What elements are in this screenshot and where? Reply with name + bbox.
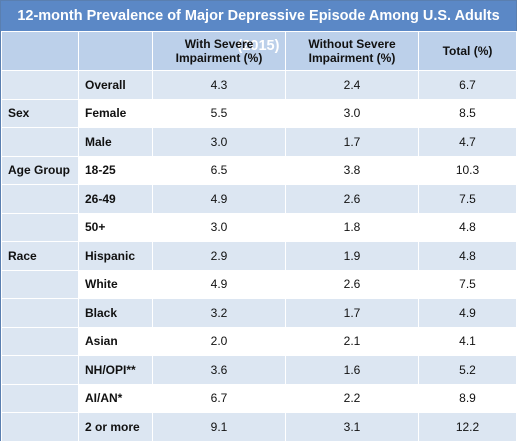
group-cell (1, 70, 79, 100)
value-cell: 3.2 (152, 298, 286, 328)
value-cell: 10.3 (418, 155, 517, 185)
value-cell: 5.2 (418, 355, 517, 385)
row-label: 50+ (78, 212, 153, 242)
table: With Severe Impairment (%) Without Severe… (1, 31, 517, 442)
value-cell: 7.5 (418, 184, 517, 214)
value-cell: 2.6 (285, 269, 419, 299)
column-header: Total (%) (418, 31, 517, 71)
row: 26-49 4.9 2.6 7.5 (1, 184, 517, 214)
header-row: With Severe Impairment (%) Without Severe… (1, 31, 517, 71)
group-cell: Sex (1, 98, 79, 128)
value-cell: 9.1 (152, 412, 286, 442)
value-cell: 1.8 (285, 212, 419, 242)
row: Asian 2.0 2.1 4.1 (1, 326, 517, 356)
column-header: With Severe Impairment (%) (152, 31, 286, 71)
value-cell: 6.7 (418, 70, 517, 100)
row: Male 3.0 1.7 4.7 (1, 127, 517, 157)
row-label: White (78, 269, 153, 299)
value-cell: 7.5 (418, 269, 517, 299)
value-cell: 2.6 (285, 184, 419, 214)
group-cell: Race (1, 241, 79, 271)
value-cell: 3.0 (152, 212, 286, 242)
group-cell (1, 269, 79, 299)
title: 12-month Prevalence of Major Depressive … (1, 1, 516, 54)
group-cell (1, 326, 79, 356)
value-cell: 4.1 (418, 326, 517, 356)
value-cell: 4.7 (418, 127, 517, 157)
row-label: Black (78, 298, 153, 328)
column-header: Without Severe Impairment (%) (285, 31, 419, 71)
value-cell: 3.0 (152, 127, 286, 157)
value-cell: 8.5 (418, 98, 517, 128)
row: 50+ 3.0 1.8 4.8 (1, 212, 517, 242)
header-cell (78, 31, 153, 71)
value-cell: 2.0 (152, 326, 286, 356)
row: AI/AN* 6.7 2.2 8.9 (1, 383, 517, 413)
value-cell: 6.5 (152, 155, 286, 185)
value-cell: 8.9 (418, 383, 517, 413)
group-cell (1, 212, 79, 242)
header-cell (1, 31, 79, 71)
value-cell: 2.1 (285, 326, 419, 356)
value-cell: 2.2 (285, 383, 419, 413)
value-cell: 1.7 (285, 298, 419, 328)
row: Black 3.2 1.7 4.9 (1, 298, 517, 328)
value-cell: 6.7 (152, 383, 286, 413)
row-label: 2 or more (78, 412, 153, 442)
row-label: Asian (78, 326, 153, 356)
value-cell: 3.0 (285, 98, 419, 128)
group-cell (1, 412, 79, 442)
row-label: Hispanic (78, 241, 153, 271)
value-cell: 1.7 (285, 127, 419, 157)
row-label: 26-49 (78, 184, 153, 214)
group-cell (1, 355, 79, 385)
value-cell: 4.9 (418, 298, 517, 328)
row: White 4.9 2.6 7.5 (1, 269, 517, 299)
value-cell: 4.9 (152, 269, 286, 299)
row: NH/OPI** 3.6 1.6 5.2 (1, 355, 517, 385)
value-cell: 3.8 (285, 155, 419, 185)
row: Sex Female 5.5 3.0 8.5 (1, 98, 517, 128)
group-cell (1, 298, 79, 328)
value-cell: 4.3 (152, 70, 286, 100)
row-label: NH/OPI** (78, 355, 153, 385)
table-body: Overall 4.3 2.4 6.7 Sex Female 5.5 3.0 8.5 Male 3.… (1, 70, 517, 442)
value-cell: 4.9 (152, 184, 286, 214)
row-label: Overall (78, 70, 153, 100)
value-cell: 2.9 (152, 241, 286, 271)
value-cell: 2.4 (285, 70, 419, 100)
group-cell (1, 127, 79, 157)
row-label: 18-25 (78, 155, 153, 185)
value-cell: 1.9 (285, 241, 419, 271)
row-label: Female (78, 98, 153, 128)
row-label: AI/AN* (78, 383, 153, 413)
value-cell: 5.5 (152, 98, 286, 128)
row: Overall 4.3 2.4 6.7 (1, 70, 517, 100)
row: Age Group 18-25 6.5 3.8 10.3 (1, 155, 517, 185)
row: Race Hispanic 2.9 1.9 4.8 (1, 241, 517, 271)
value-cell: 1.6 (285, 355, 419, 385)
value-cell: 12.2 (418, 412, 517, 442)
group-cell (1, 383, 79, 413)
value-cell: 4.8 (418, 241, 517, 271)
row-label: Male (78, 127, 153, 157)
row: 2 or more 9.1 3.1 12.2 (1, 412, 517, 442)
value-cell: 3.6 (152, 355, 286, 385)
group-cell (1, 184, 79, 214)
value-cell: 3.1 (285, 412, 419, 442)
value-cell: 4.8 (418, 212, 517, 242)
group-cell: Age Group (1, 155, 79, 185)
